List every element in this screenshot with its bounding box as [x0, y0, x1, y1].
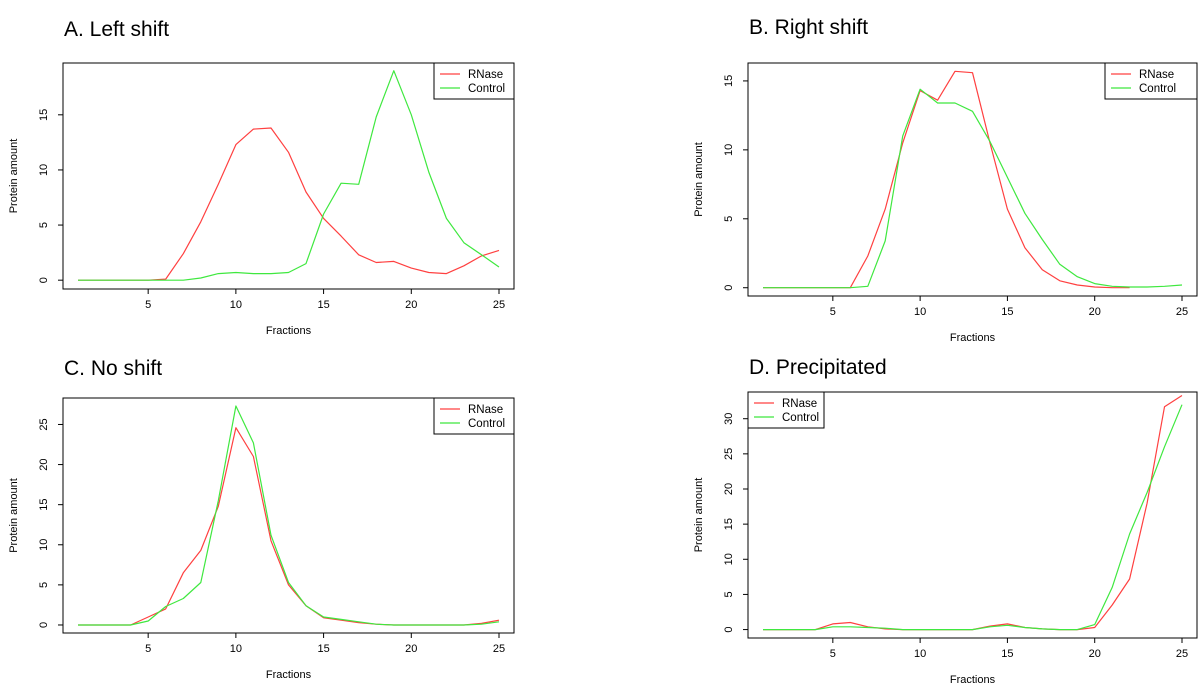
series-line-control-a	[78, 70, 500, 281]
legend-label-control-d: Control	[782, 412, 819, 424]
plot-frame-c	[62, 397, 515, 634]
x-tick-label-d: 25	[1176, 648, 1188, 660]
legend-label-rnase-d: RNase	[782, 398, 817, 410]
chart-precipitated: 5 10 15 20 25 0 5 10 15 20 25 30 Fractions Protein am…	[693, 391, 1198, 686]
panel-a-title: A. Left shift	[64, 18, 170, 41]
y-tick-label-c: 20	[38, 458, 50, 470]
y-tick-label-c: 10	[38, 539, 50, 551]
panel-d-title: D. Precipitated	[749, 356, 887, 379]
legend-box-d	[747, 391, 825, 429]
y-tick-label-d: 25	[723, 448, 735, 460]
x-tick-label-b: 25	[1176, 306, 1188, 318]
x-tick-label-c: 5	[145, 643, 151, 655]
legend-box-b	[1104, 62, 1198, 100]
y-tick-label-b: 10	[723, 144, 735, 156]
x-tick-label-d: 20	[1089, 648, 1101, 660]
series-line-rnase-c	[78, 427, 500, 626]
x-axis-title-b: Fractions	[950, 332, 996, 344]
series-line-control-b	[763, 88, 1183, 289]
x-tick-label-a: 5	[145, 299, 151, 311]
y-tick-label-d: 5	[723, 591, 735, 597]
x-tick-label-a: 10	[230, 299, 242, 311]
x-axis-title-d: Fractions	[950, 674, 996, 686]
y-tick-label-a: 10	[38, 164, 50, 176]
x-tick-label-b: 15	[1001, 306, 1013, 318]
y-tick-label-a: 5	[38, 222, 50, 228]
y-axis-title-c: Protein amount	[8, 478, 20, 553]
y-tick-label-c: 15	[38, 499, 50, 511]
y-tick-label-b: 15	[723, 75, 735, 87]
x-axis-title-c: Fractions	[266, 669, 312, 681]
series-line-rnase-a	[78, 127, 500, 281]
x-tick-label-d: 5	[830, 648, 836, 660]
y-tick-label-d: 10	[723, 553, 735, 565]
series-line-control-c	[78, 405, 500, 626]
series-line-rnase-d	[763, 394, 1183, 631]
panel-c-title: C. No shift	[64, 357, 163, 380]
y-tick-label-c: 25	[38, 418, 50, 430]
plot-frame-a	[62, 62, 515, 290]
y-axis-title-a: Protein amount	[8, 139, 20, 214]
legend-label-rnase-b: RNase	[1139, 69, 1174, 81]
plot-frame-d	[747, 391, 1198, 639]
chart-left-shift: 5 10 15 20 25 0 5 10 15 Fractions Protein amount RN…	[8, 62, 515, 337]
y-tick-label-c: 0	[38, 622, 50, 628]
x-tick-label-a: 25	[493, 299, 505, 311]
y-tick-label-a: 15	[38, 109, 50, 121]
y-tick-label-a: 0	[38, 277, 50, 283]
legend-label-control-c: Control	[468, 418, 505, 430]
x-tick-label-d: 15	[1001, 648, 1013, 660]
panel-b-title: B. Right shift	[749, 16, 869, 39]
y-axis-title-b: Protein amount	[693, 142, 705, 217]
legend-label-control-a: Control	[468, 83, 505, 95]
x-tick-label-b: 20	[1089, 306, 1101, 318]
y-tick-label-d: 30	[723, 413, 735, 425]
legend-label-control-b: Control	[1139, 83, 1176, 95]
plot-frame-b	[747, 62, 1198, 297]
legend-box-c	[433, 397, 515, 435]
x-tick-label-a: 20	[405, 299, 417, 311]
y-tick-label-b: 5	[723, 216, 735, 222]
x-tick-label-c: 20	[405, 643, 417, 655]
x-tick-label-c: 10	[230, 643, 242, 655]
x-tick-label-a: 15	[317, 299, 329, 311]
y-tick-label-d: 20	[723, 483, 735, 495]
y-tick-label-c: 5	[38, 582, 50, 588]
chart-no-shift: 5 10 15 20 25 0 5 10 15 20 25 Fractions Protein amou…	[8, 397, 515, 681]
series-line-control-d	[763, 404, 1183, 631]
x-tick-label-b: 5	[830, 306, 836, 318]
x-tick-label-c: 15	[317, 643, 329, 655]
legend-box-a	[433, 62, 515, 100]
legend-label-rnase-a: RNase	[468, 69, 503, 81]
x-axis-title-a: Fractions	[266, 325, 312, 337]
x-tick-label-b: 10	[914, 306, 926, 318]
x-tick-label-d: 10	[914, 648, 926, 660]
legend-label-rnase-c: RNase	[468, 404, 503, 416]
y-tick-label-d: 0	[723, 627, 735, 633]
series-line-rnase-b	[763, 70, 1130, 289]
x-tick-label-c: 25	[493, 643, 505, 655]
y-tick-label-b: 0	[723, 285, 735, 291]
y-tick-label-d: 15	[723, 518, 735, 530]
chart-right-shift: 5 10 15 20 25 0 5 10 15 Fractions Protein amount RN…	[693, 62, 1198, 344]
y-axis-title-d: Protein amount	[693, 478, 705, 553]
